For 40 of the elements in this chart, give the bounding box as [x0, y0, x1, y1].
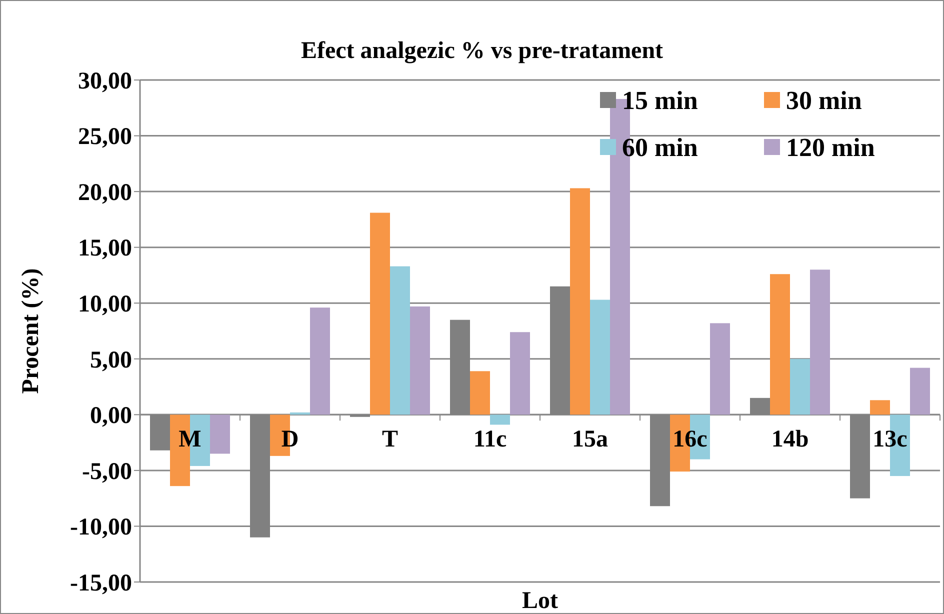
- y-tick-label: 0,00: [90, 403, 132, 430]
- bar: [790, 358, 810, 415]
- bar: [910, 368, 930, 415]
- bar: [570, 188, 590, 415]
- y-tick-label: 25,00: [78, 124, 132, 150]
- bar: [370, 212, 390, 415]
- y-tick-label: 5,00: [90, 347, 132, 374]
- y-tick-label: -15,00: [70, 570, 132, 596]
- legend-label: 30 min: [786, 86, 862, 116]
- bar: [490, 414, 510, 425]
- bar: [290, 412, 310, 415]
- x-tick-label: 15a: [572, 426, 608, 453]
- bar: [410, 306, 430, 415]
- y-tick-label: 20,00: [78, 180, 132, 206]
- bar: [470, 371, 490, 415]
- bar: [590, 300, 610, 415]
- legend-label: 120 min: [786, 133, 876, 162]
- chart-title: Efect analgezic % vs pre-tratament: [300, 38, 664, 64]
- x-axis-title: Lot: [522, 588, 558, 614]
- y-tick-label: -10,00: [70, 514, 132, 541]
- x-tick-label: T: [382, 426, 398, 453]
- x-tick-label: M: [178, 426, 202, 453]
- bar: [770, 274, 790, 415]
- legend-label: 15 min: [622, 86, 698, 116]
- y-tick-label: 15,00: [78, 236, 132, 262]
- bar: [710, 323, 730, 415]
- x-tick-label: 13c: [872, 426, 908, 453]
- y-tick-label: -5,00: [82, 458, 132, 485]
- bar: [510, 332, 530, 415]
- bar: [310, 308, 330, 415]
- x-tick-label: 14b: [771, 426, 809, 453]
- bar: [870, 400, 890, 415]
- y-axis-title: Procent (%): [18, 268, 44, 394]
- legend-label: 60 min: [622, 133, 698, 162]
- y-tick-label: 30,00: [78, 68, 132, 94]
- bar: [210, 414, 230, 454]
- bar: [390, 266, 410, 415]
- bar: [810, 270, 830, 415]
- y-tick-label: 10,00: [78, 292, 132, 318]
- x-tick-label: 11c: [473, 426, 508, 453]
